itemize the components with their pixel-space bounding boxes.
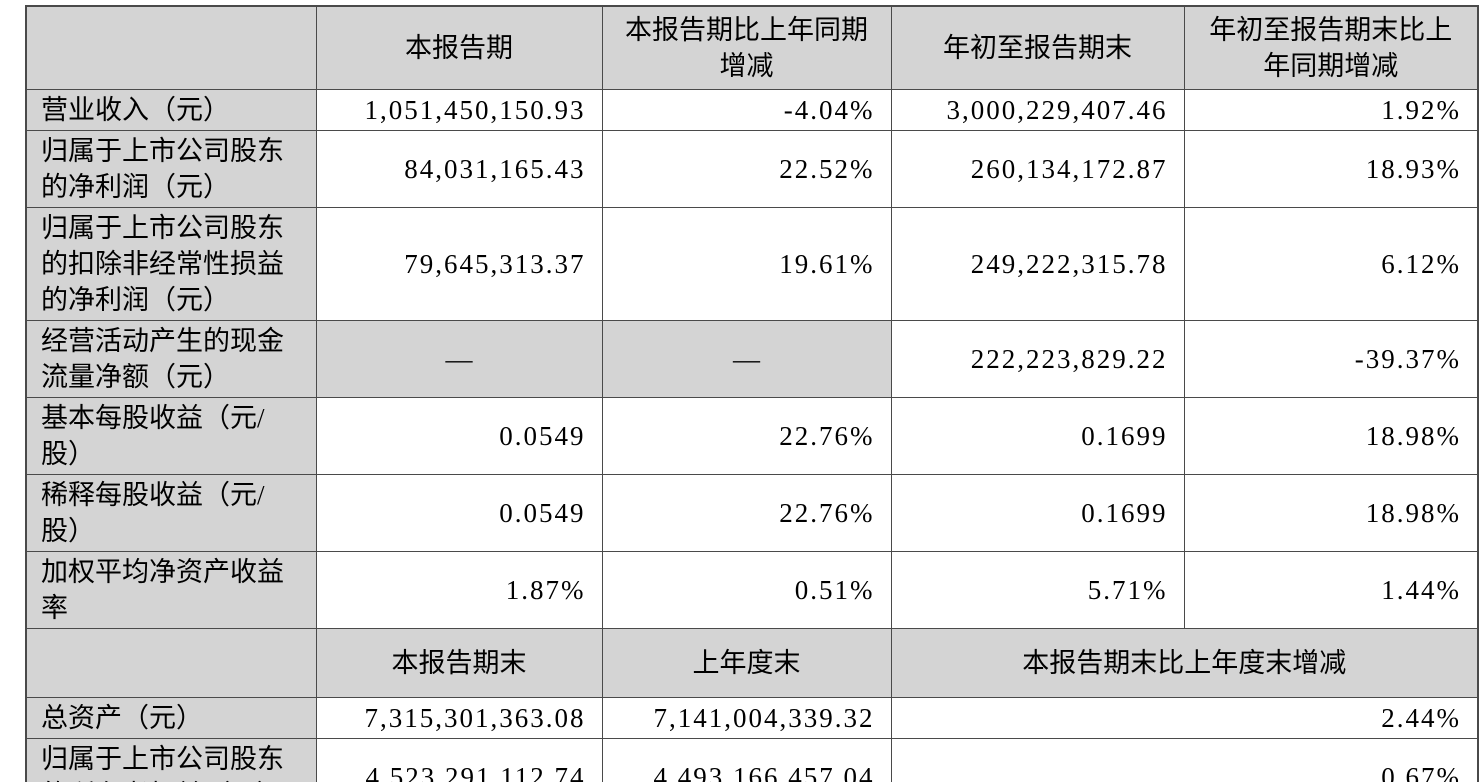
value-ytd: 5.71% — [890, 550, 1185, 629]
table-header-row-period: 本报告期 本报告期比上年同期增减 年初至报告期末 年初至报告期末比上年同期增减 — [25, 5, 1479, 90]
value-current-period: 84,031,165.43 — [315, 129, 603, 208]
metric-label: 经营活动产生的现金流量净额（元） — [25, 319, 317, 398]
table-row: 基本每股收益（元/股） 0.0549 22.76% 0.1699 18.98% — [25, 396, 1479, 475]
value-current-period-na: — — [315, 319, 603, 398]
value-period-end: 4,523,291,112.74 — [315, 737, 603, 782]
value-ytd: 3,000,229,407.46 — [890, 88, 1185, 131]
header-period-end: 本报告期末 — [315, 627, 603, 698]
key-financials-table: 本报告期 本报告期比上年同期增减 年初至报告期末 年初至报告期末比上年同期增减 … — [25, 5, 1479, 782]
table-row: 经营活动产生的现金流量净额（元） — — 222,223,829.22 -39.… — [25, 319, 1479, 398]
value-current-yoy: 22.52% — [601, 129, 892, 208]
header-prev-year-end: 上年度末 — [601, 627, 892, 698]
value-ytd: 0.1699 — [890, 396, 1185, 475]
value-current-period: 0.0549 — [315, 473, 603, 552]
header-corner-cell — [25, 627, 317, 698]
metric-label: 加权平均净资产收益率 — [25, 550, 317, 629]
value-ytd-yoy: 6.12% — [1183, 206, 1479, 321]
table-row: 营业收入（元） 1,051,450,150.93 -4.04% 3,000,22… — [25, 88, 1479, 131]
value-current-period: 79,645,313.37 — [315, 206, 603, 321]
metric-label: 总资产（元） — [25, 696, 317, 739]
metric-label: 归属于上市公司股东的扣除非经常性损益的净利润（元） — [25, 206, 317, 321]
value-ytd-yoy: 18.98% — [1183, 473, 1479, 552]
metric-label: 稀释每股收益（元/股） — [25, 473, 317, 552]
value-prev-year-end: 7,141,004,339.32 — [601, 696, 892, 739]
value-current-yoy: -4.04% — [601, 88, 892, 131]
value-ytd: 222,223,829.22 — [890, 319, 1185, 398]
header-current-period-yoy: 本报告期比上年同期增减 — [601, 5, 892, 90]
metric-label: 基本每股收益（元/股） — [25, 396, 317, 475]
table-row: 归属于上市公司股东的净利润（元） 84,031,165.43 22.52% 26… — [25, 129, 1479, 208]
value-ytd: 249,222,315.78 — [890, 206, 1185, 321]
value-change: 0.67% — [890, 737, 1479, 782]
value-current-yoy: 0.51% — [601, 550, 892, 629]
value-ytd: 0.1699 — [890, 473, 1185, 552]
value-current-period: 0.0549 — [315, 396, 603, 475]
value-current-yoy-na: — — [601, 319, 892, 398]
value-ytd-yoy: 18.98% — [1183, 396, 1479, 475]
value-current-yoy: 19.61% — [601, 206, 892, 321]
metric-label: 归属于上市公司股东的所有者权益（元） — [25, 737, 317, 782]
value-current-period: 1.87% — [315, 550, 603, 629]
table-row: 稀释每股收益（元/股） 0.0549 22.76% 0.1699 18.98% — [25, 473, 1479, 552]
header-ytd-yoy: 年初至报告期末比上年同期增减 — [1183, 5, 1479, 90]
table-header-row-balance: 本报告期末 上年度末 本报告期末比上年度末增减 — [25, 627, 1479, 698]
value-current-yoy: 22.76% — [601, 396, 892, 475]
header-ytd: 年初至报告期末 — [890, 5, 1185, 90]
value-ytd-yoy: 18.93% — [1183, 129, 1479, 208]
table-row: 加权平均净资产收益率 1.87% 0.51% 5.71% 1.44% — [25, 550, 1479, 629]
header-corner-cell — [25, 5, 317, 90]
value-change: 2.44% — [890, 696, 1479, 739]
metric-label: 归属于上市公司股东的净利润（元） — [25, 129, 317, 208]
value-ytd-yoy: -39.37% — [1183, 319, 1479, 398]
table-row: 归属于上市公司股东的所有者权益（元） 4,523,291,112.74 4,49… — [25, 737, 1479, 782]
table-row: 归属于上市公司股东的扣除非经常性损益的净利润（元） 79,645,313.37 … — [25, 206, 1479, 321]
header-period-end-change: 本报告期末比上年度末增减 — [890, 627, 1479, 698]
value-period-end: 7,315,301,363.08 — [315, 696, 603, 739]
value-ytd: 260,134,172.87 — [890, 129, 1185, 208]
table-row: 总资产（元） 7,315,301,363.08 7,141,004,339.32… — [25, 696, 1479, 739]
value-current-period: 1,051,450,150.93 — [315, 88, 603, 131]
metric-label: 营业收入（元） — [25, 88, 317, 131]
value-current-yoy: 22.76% — [601, 473, 892, 552]
value-ytd-yoy: 1.92% — [1183, 88, 1479, 131]
value-prev-year-end: 4,493,166,457.04 — [601, 737, 892, 782]
value-ytd-yoy: 1.44% — [1183, 550, 1479, 629]
header-current-period: 本报告期 — [315, 5, 603, 90]
